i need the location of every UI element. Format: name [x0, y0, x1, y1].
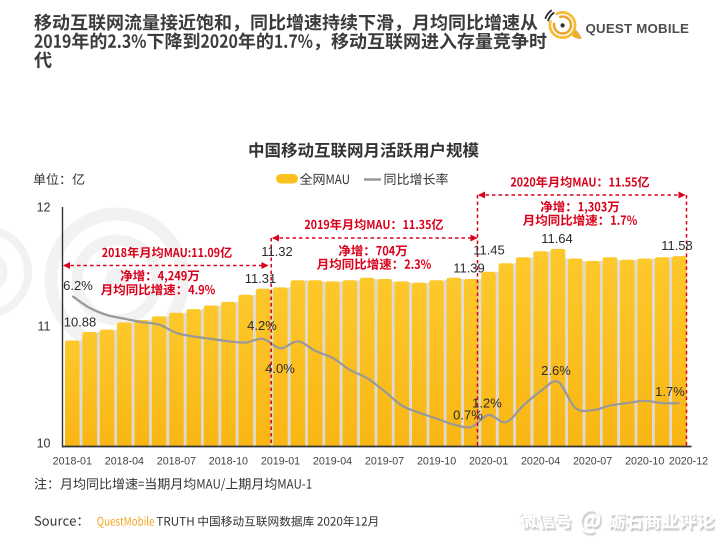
svg-text:2019-01: 2019-01	[261, 456, 300, 468]
svg-text:2019-04: 2019-04	[313, 456, 352, 468]
svg-text:11.45: 11.45	[473, 243, 505, 258]
svg-text:2020-07: 2020-07	[573, 456, 612, 468]
svg-text:10: 10	[37, 437, 51, 451]
svg-text:11.39: 11.39	[453, 261, 485, 276]
svg-text:2018-07: 2018-07	[157, 456, 196, 468]
svg-text:2020-04: 2020-04	[521, 456, 560, 468]
svg-text:2020-12: 2020-12	[669, 456, 708, 468]
svg-text:11.32: 11.32	[261, 244, 293, 259]
svg-text:4.2%: 4.2%	[247, 318, 277, 333]
svg-text:2018-04: 2018-04	[105, 456, 144, 468]
svg-text:11.31: 11.31	[245, 271, 277, 286]
svg-text:1.7%: 1.7%	[655, 384, 685, 399]
svg-text:2020-01: 2020-01	[469, 456, 508, 468]
svg-text:11.58: 11.58	[661, 238, 693, 253]
svg-text:10.88: 10.88	[64, 315, 97, 330]
svg-text:4.0%: 4.0%	[265, 361, 295, 376]
svg-text:QUEST MOBILE: QUEST MOBILE	[586, 21, 690, 36]
svg-text:12: 12	[37, 201, 51, 215]
svg-text:2019-10: 2019-10	[417, 456, 456, 468]
svg-text:11: 11	[38, 320, 51, 334]
svg-text:2.6%: 2.6%	[541, 363, 571, 378]
svg-text:11.64: 11.64	[541, 231, 573, 246]
svg-text:2020-10: 2020-10	[625, 456, 664, 468]
svg-text:2019-07: 2019-07	[365, 456, 404, 468]
svg-text:6.2%: 6.2%	[63, 278, 93, 293]
svg-text:0.7%: 0.7%	[453, 408, 483, 423]
svg-text:2018-10: 2018-10	[209, 456, 248, 468]
svg-text:1.2%: 1.2%	[472, 396, 502, 411]
svg-text:2018-01: 2018-01	[53, 456, 92, 468]
